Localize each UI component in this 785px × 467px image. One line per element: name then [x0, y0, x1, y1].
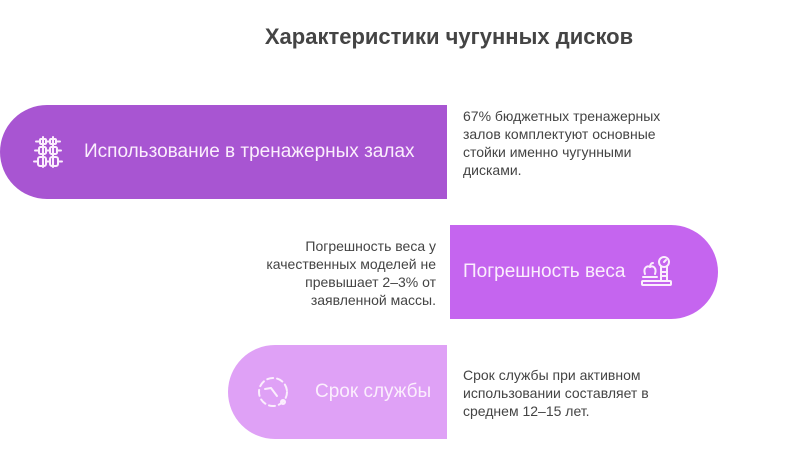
item-label: Погрешность веса — [463, 261, 626, 282]
weighing-scale-icon — [639, 254, 675, 290]
item-description: 67% бюджетных тренажерных залов комплект… — [463, 108, 661, 178]
item-weight-tolerance: Погрешность веса — [450, 225, 718, 319]
item-service-life: Срок службы — [228, 345, 447, 439]
item-description: Погрешность веса у качественных моделей … — [266, 238, 436, 308]
page-title: Характеристики чугунных дисков — [264, 24, 634, 49]
item-description: Срок службы при активном использовании с… — [463, 367, 649, 419]
item-usage-in-gyms: Использование в тренажерных залах — [0, 105, 447, 199]
item-label: Срок службы — [315, 381, 432, 402]
item-label: Использование в тренажерных залах — [84, 141, 415, 162]
clock-dashed-icon — [255, 374, 291, 410]
dumbbell-rack-icon — [30, 134, 66, 170]
